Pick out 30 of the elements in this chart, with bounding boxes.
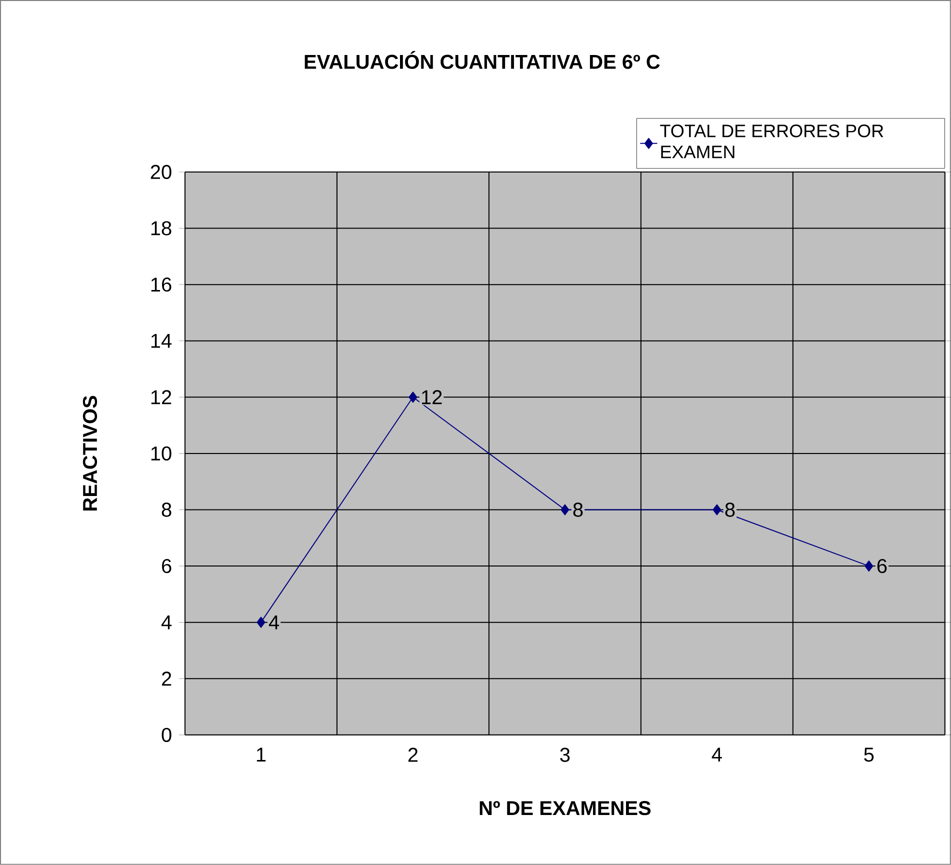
data-label: 6	[877, 559, 887, 574]
x-axis-title: Nº DE EXAMENES	[480, 801, 651, 816]
x-tick-label: 3	[560, 748, 570, 762]
x-tick-label: 5	[864, 748, 874, 762]
y-tick-label: 14	[151, 334, 172, 348]
y-tick-label: 18	[151, 221, 172, 236]
point	[560, 504, 570, 516]
x-tick-label: 4	[712, 748, 722, 762]
y-tick-label: 20	[150, 164, 172, 180]
x-tick-label: 2	[408, 748, 418, 762]
y-tick-label: 12	[151, 390, 172, 404]
y-axis-title: REACTIVOS	[82, 396, 98, 510]
data-label: 12	[422, 390, 442, 404]
data-label: 4	[268, 616, 280, 630]
x-tick-label: 1	[256, 748, 266, 762]
point	[712, 504, 722, 516]
point	[864, 560, 874, 572]
y-tick-label: 8	[162, 502, 172, 517]
y-tick-label: 2	[162, 672, 172, 686]
y-tick-label: 6	[162, 559, 172, 574]
legend-label: TOTAL DE ERRORES POR EXAMEN	[660, 124, 884, 158]
point	[408, 392, 418, 403]
y-tick-label: 0	[162, 728, 172, 742]
y-tick-label: 4	[161, 616, 172, 630]
data-label: 8	[573, 502, 583, 517]
data-label: 8	[725, 502, 735, 517]
chart-title: EVALUACIÓN CUANTITATIVA DE 6º C	[304, 51, 660, 69]
y-tick-label: 10	[151, 446, 172, 461]
y-tick-label: 16	[151, 278, 172, 292]
point	[256, 616, 266, 628]
